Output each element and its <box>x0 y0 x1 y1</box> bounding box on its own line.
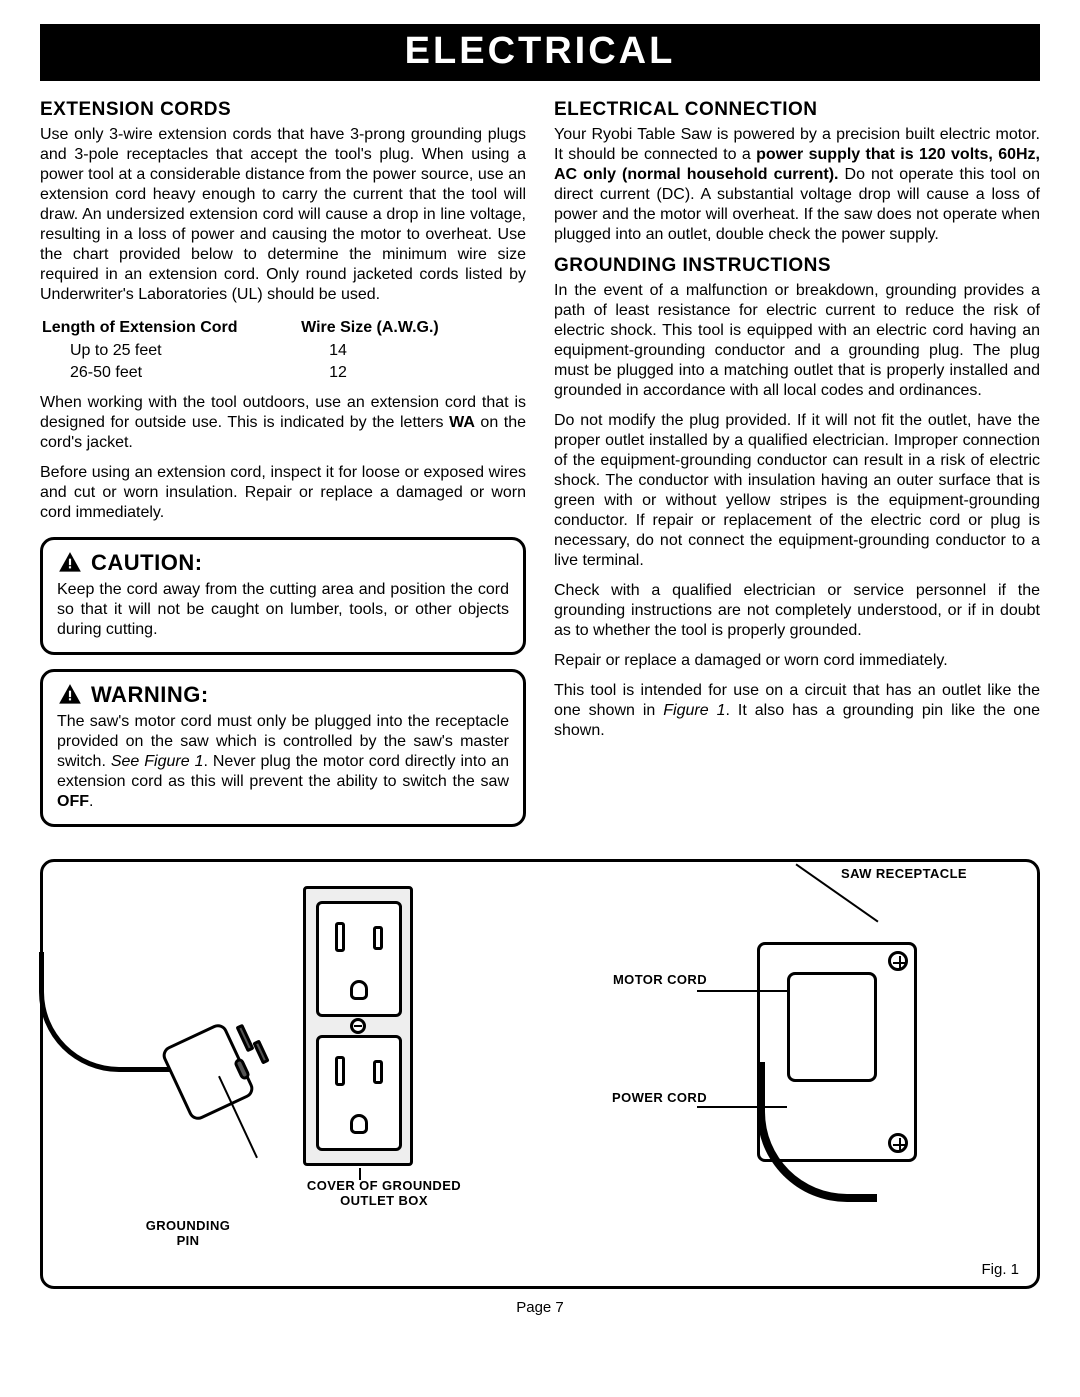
heading-grounding: GROUNDING INSTRUCTIONS <box>554 255 1040 277</box>
caution-box: CAUTION: Keep the cord away from the cut… <box>40 537 526 655</box>
slot-icon <box>373 1060 383 1084</box>
warning-body: The saw's motor cord must only be plugge… <box>57 712 509 812</box>
ground-hole-icon <box>350 1114 368 1134</box>
label-saw-receptacle: SAW RECEPTACLE <box>841 866 967 881</box>
para-g3: Check with a qualified electrician or se… <box>554 581 1040 641</box>
cord-loop <box>757 1062 877 1202</box>
warning-label: WARNING: <box>91 682 209 708</box>
td-r1c1: Up to 25 feet <box>42 341 299 361</box>
para-ext-1: Use only 3-wire extension cords that hav… <box>40 125 526 305</box>
warning-triangle-icon <box>57 550 83 576</box>
caution-body: Keep the cord away from the cutting area… <box>57 580 509 640</box>
screw-icon <box>350 1018 366 1034</box>
th-wire: Wire Size (A.W.G.) <box>301 317 485 339</box>
td-r1c2: 14 <box>301 341 485 361</box>
slot-icon <box>373 926 383 950</box>
txt-bold: OFF <box>57 793 89 810</box>
heading-electrical-connection: ELECTRICAL CONNECTION <box>554 99 1040 121</box>
para-ext-2: When working with the tool outdoors, use… <box>40 393 526 453</box>
figure-caption: Fig. 1 <box>981 1261 1019 1278</box>
page-number: Page 7 <box>40 1299 1040 1316</box>
outlet-top <box>316 901 402 1017</box>
caution-label: CAUTION: <box>91 550 203 576</box>
slot-icon <box>335 1056 345 1086</box>
heading-extension-cords: EXTENSION CORDS <box>40 99 526 121</box>
txt-italic: Figure 1 <box>663 702 725 719</box>
ground-hole-icon <box>350 980 368 1000</box>
td-r2c2: 12 <box>301 363 485 383</box>
leader-line <box>697 1106 787 1108</box>
leader-line <box>697 990 787 992</box>
label-power-cord: POWER CORD <box>612 1090 707 1105</box>
two-column-layout: EXTENSION CORDS Use only 3-wire extensio… <box>40 99 1040 841</box>
para-g5: This tool is intended for use on a circu… <box>554 681 1040 741</box>
warning-triangle-icon <box>57 682 83 708</box>
caution-heading: CAUTION: <box>57 550 509 576</box>
left-column: EXTENSION CORDS Use only 3-wire extensio… <box>40 99 526 841</box>
plug-prong-icon <box>252 1039 269 1064</box>
label-cover-outlet: COVER OF GROUNDED OUTLET BOX <box>299 1178 469 1208</box>
warning-box: WARNING: The saw's motor cord must only … <box>40 669 526 827</box>
section-banner: ELECTRICAL <box>40 24 1040 81</box>
wire-size-table: Length of Extension Cord Wire Size (A.W.… <box>40 315 487 385</box>
label-motor-cord: MOTOR CORD <box>613 972 707 987</box>
txt: . <box>89 793 93 810</box>
para-g4: Repair or replace a damaged or worn cord… <box>554 651 1040 671</box>
slot-icon <box>335 922 345 952</box>
right-column: ELECTRICAL CONNECTION Your Ryobi Table S… <box>554 99 1040 841</box>
para-ext-3: Before using an extension cord, inspect … <box>40 463 526 523</box>
para-g2: Do not modify the plug provided. If it w… <box>554 411 1040 571</box>
txt-italic: See Figure 1 <box>111 753 204 770</box>
para-g1: In the event of a malfunction or breakdo… <box>554 281 1040 401</box>
figure-1-frame: SAW RECEPTACLE MOTOR CORD POWER CORD COV… <box>40 859 1040 1289</box>
txt-bold: WA <box>449 414 475 431</box>
outlet-plate <box>303 886 413 1166</box>
label-grounding-pin: GROUNDING PIN <box>133 1218 243 1248</box>
plug-prong-icon <box>235 1024 254 1053</box>
screw-icon <box>888 1133 908 1153</box>
td-r2c1: 26-50 feet <box>42 363 299 383</box>
leader-line <box>359 1168 361 1180</box>
screw-icon <box>888 951 908 971</box>
warning-heading: WARNING: <box>57 682 509 708</box>
outlet-bottom <box>316 1035 402 1151</box>
th-length: Length of Extension Cord <box>42 317 299 339</box>
para-conn: Your Ryobi Table Saw is powered by a pre… <box>554 125 1040 245</box>
